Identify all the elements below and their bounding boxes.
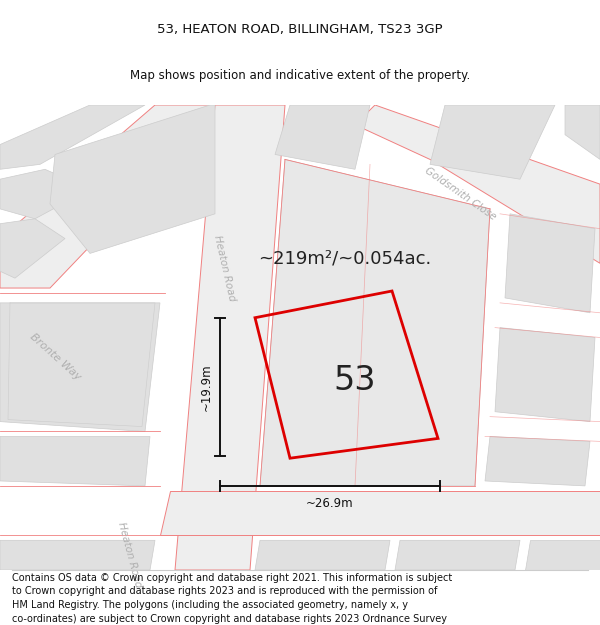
Polygon shape [525,541,600,570]
Polygon shape [485,436,590,486]
Text: Bronte Way: Bronte Way [28,332,82,382]
Polygon shape [160,491,600,536]
Text: ~26.9m: ~26.9m [306,498,354,510]
Text: Goldsmith Close: Goldsmith Close [422,166,497,222]
Polygon shape [0,219,65,278]
Polygon shape [0,303,160,431]
Polygon shape [395,541,520,570]
Text: Contains OS data © Crown copyright and database right 2021. This information is : Contains OS data © Crown copyright and d… [12,572,452,625]
Text: 53, HEATON ROAD, BILLINGHAM, TS23 3GP: 53, HEATON ROAD, BILLINGHAM, TS23 3GP [157,23,443,36]
Polygon shape [255,541,390,570]
Polygon shape [0,169,90,219]
Text: Heaton Road: Heaton Road [116,521,143,589]
Polygon shape [565,105,600,159]
Text: ~219m²/~0.054ac.: ~219m²/~0.054ac. [259,249,431,268]
Polygon shape [495,328,595,422]
Polygon shape [0,541,155,570]
Text: 53: 53 [334,364,376,396]
Polygon shape [505,214,595,312]
Polygon shape [50,105,215,253]
Polygon shape [175,105,285,570]
Polygon shape [355,105,600,263]
Text: Map shows position and indicative extent of the property.: Map shows position and indicative extent… [130,69,470,82]
Polygon shape [430,105,555,179]
Text: Heaton Road: Heaton Road [212,234,238,302]
Polygon shape [0,105,225,288]
Polygon shape [0,436,150,486]
Polygon shape [275,105,370,169]
Text: ~19.9m: ~19.9m [199,363,212,411]
Polygon shape [260,159,490,486]
Polygon shape [0,105,145,169]
